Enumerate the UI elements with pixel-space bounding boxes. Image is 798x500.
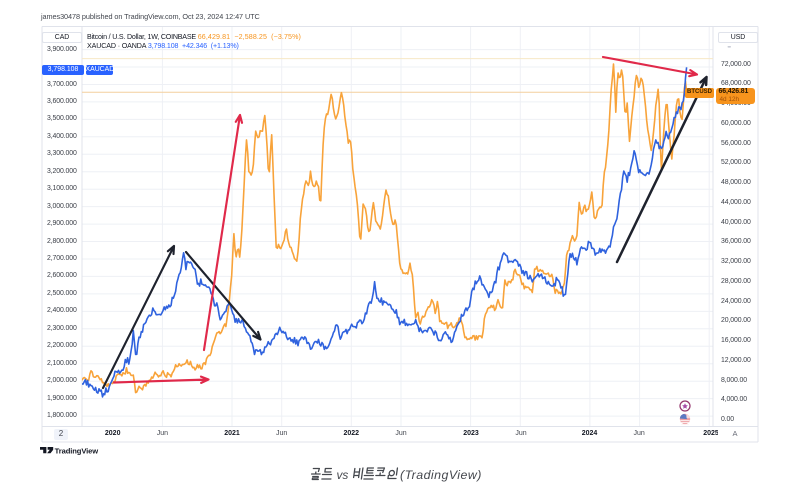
svg-text:vs: vs xyxy=(337,468,349,482)
svg-text:(TradingView): (TradingView) xyxy=(400,468,482,482)
svg-text:TradingView: TradingView xyxy=(55,446,99,455)
